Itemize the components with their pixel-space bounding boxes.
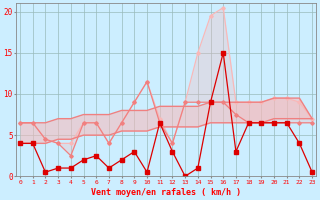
X-axis label: Vent moyen/en rafales ( km/h ): Vent moyen/en rafales ( km/h ): [91, 188, 241, 197]
